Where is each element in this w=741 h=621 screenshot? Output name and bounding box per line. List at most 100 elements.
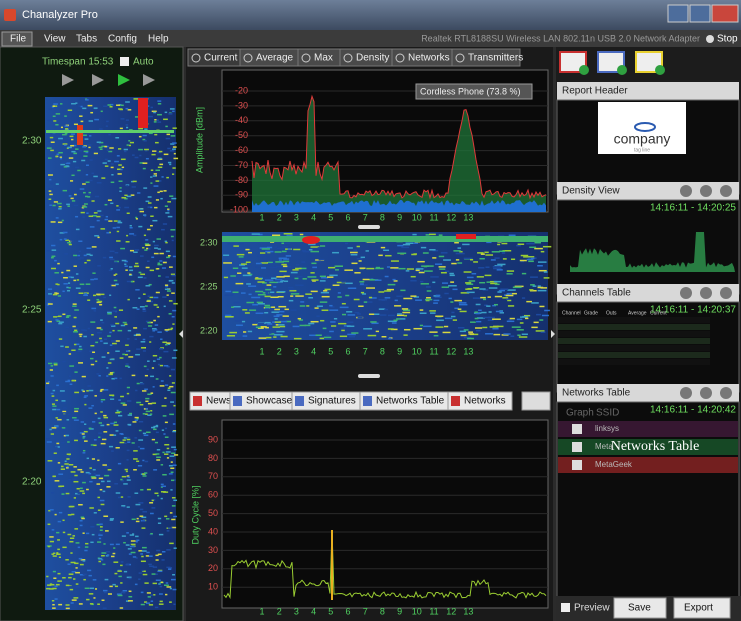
close-button[interactable] <box>712 5 738 22</box>
maximize-button[interactable] <box>690 5 710 22</box>
waterfall-pixel <box>173 604 175 606</box>
bottom-tab-label[interactable]: Networks <box>464 396 506 407</box>
widget-action[interactable] <box>700 185 712 197</box>
preview-checkbox[interactable] <box>561 603 570 612</box>
waterfall-pixel <box>347 321 353 323</box>
waterfall-pixel <box>161 464 163 466</box>
waterfall-pixel <box>64 253 68 255</box>
widget-action[interactable] <box>720 387 732 399</box>
bottom-tab-label[interactable]: Networks Table <box>376 396 445 407</box>
export-label[interactable]: Export <box>684 603 713 614</box>
stop-button[interactable]: Stop <box>717 34 738 45</box>
waterfall-pixel <box>322 310 329 312</box>
waterfall-pixel <box>458 308 462 310</box>
bottom-tab-label[interactable]: Signatures <box>308 396 356 407</box>
waterfall-pixel <box>311 263 316 265</box>
y-tick-label: 60 <box>208 490 218 500</box>
waterfall-pixel <box>94 212 98 214</box>
waterfall-pixel <box>53 578 56 580</box>
widget-action[interactable] <box>680 287 692 299</box>
stop-icon[interactable] <box>706 35 714 43</box>
view-tab-label[interactable]: Transmitters <box>468 53 523 64</box>
waterfall-pixel <box>246 261 251 263</box>
menu-item[interactable]: Help <box>148 34 169 45</box>
waterfall-pixel <box>97 182 102 184</box>
widget-action[interactable] <box>680 185 692 197</box>
waterfall-pixel <box>225 294 234 296</box>
waterfall-pixel <box>267 332 271 334</box>
waterfall-pixel <box>421 265 429 267</box>
bottom-tab-label[interactable]: Showcase <box>246 396 293 407</box>
waterfall-pixel <box>61 272 63 274</box>
waterfall-pixel <box>480 297 486 299</box>
preview-label[interactable]: Preview <box>574 603 610 614</box>
waterfall-pixel <box>353 249 357 251</box>
waterfall-pixel <box>170 455 175 457</box>
waterfall-pixel <box>169 300 173 302</box>
minimize-button[interactable] <box>668 5 688 22</box>
waterfall-pixel <box>360 283 364 285</box>
waterfall-pixel <box>121 433 124 435</box>
waterfall-pixel <box>111 556 114 558</box>
waterfall-pixel <box>159 260 162 262</box>
widget-action[interactable] <box>700 387 712 399</box>
waterfall-pixel <box>169 601 172 603</box>
waterfall-pixel <box>388 284 396 286</box>
waterfall-pixel <box>239 328 246 330</box>
view-tab-label[interactable]: Max <box>314 53 333 64</box>
waterfall-pixel <box>52 249 57 251</box>
waterfall-pixel <box>94 153 98 155</box>
channel-label: 7 <box>363 346 368 356</box>
waterfall-pixel <box>142 547 147 549</box>
row-checkbox[interactable] <box>572 442 582 452</box>
waterfall-pixel <box>100 390 102 392</box>
waterfall-pixel <box>47 441 52 443</box>
waterfall-pixel <box>144 472 147 474</box>
waterfall-pixel <box>144 389 148 391</box>
view-tab-label[interactable]: Current <box>204 53 238 64</box>
waterfall-pixel <box>469 280 475 282</box>
waterfall-pixel <box>124 264 126 266</box>
waterfall-pixel <box>48 288 52 290</box>
menu-item[interactable]: View <box>44 34 66 45</box>
menu-item[interactable]: Config <box>108 34 137 45</box>
widget-action[interactable] <box>720 287 732 299</box>
menu-item[interactable]: File <box>10 34 27 45</box>
waterfall-burst <box>138 98 148 128</box>
waterfall-pixel <box>507 289 515 291</box>
waterfall-pixel <box>145 239 148 241</box>
row-checkbox[interactable] <box>572 460 582 470</box>
waterfall-pixel <box>168 162 171 164</box>
time-label: 2:20 <box>22 477 42 488</box>
waterfall-pixel <box>82 108 86 110</box>
waterfall-pixel <box>123 322 127 324</box>
waterfall-pixel <box>160 601 163 603</box>
row-checkbox[interactable] <box>572 424 582 434</box>
waterfall-pixel <box>96 373 99 375</box>
waterfall-pixel <box>140 448 145 450</box>
waterfall-pixel <box>159 593 163 595</box>
view-tab-label[interactable]: Density <box>356 53 389 64</box>
waterfall-pixel <box>126 235 128 237</box>
waterfall-pixel <box>119 207 121 209</box>
waterfall-pixel <box>102 564 105 566</box>
waterfall-pixel <box>83 295 88 297</box>
widget-action[interactable] <box>700 287 712 299</box>
widget-action[interactable] <box>720 185 732 197</box>
waterfall-pixel <box>97 460 99 462</box>
channel-label: 7 <box>363 606 368 616</box>
save-label[interactable]: Save <box>628 603 651 614</box>
widget-action[interactable] <box>680 387 692 399</box>
waterfall-pixel <box>123 404 127 406</box>
bottom-tab-label[interactable]: News <box>206 396 231 407</box>
waterfall-pixel <box>144 582 148 584</box>
view-tab-label[interactable]: Networks <box>408 53 450 64</box>
auto-checkbox[interactable] <box>120 57 129 66</box>
view-tab-label[interactable]: Average <box>256 53 294 64</box>
waterfall-pixel <box>400 318 405 320</box>
tab-scroll[interactable] <box>522 392 550 410</box>
waterfall-pixel <box>432 282 435 284</box>
waterfall-pixel <box>153 297 158 299</box>
menu-item[interactable]: Tabs <box>76 34 97 45</box>
waterfall-pixel <box>150 513 154 515</box>
